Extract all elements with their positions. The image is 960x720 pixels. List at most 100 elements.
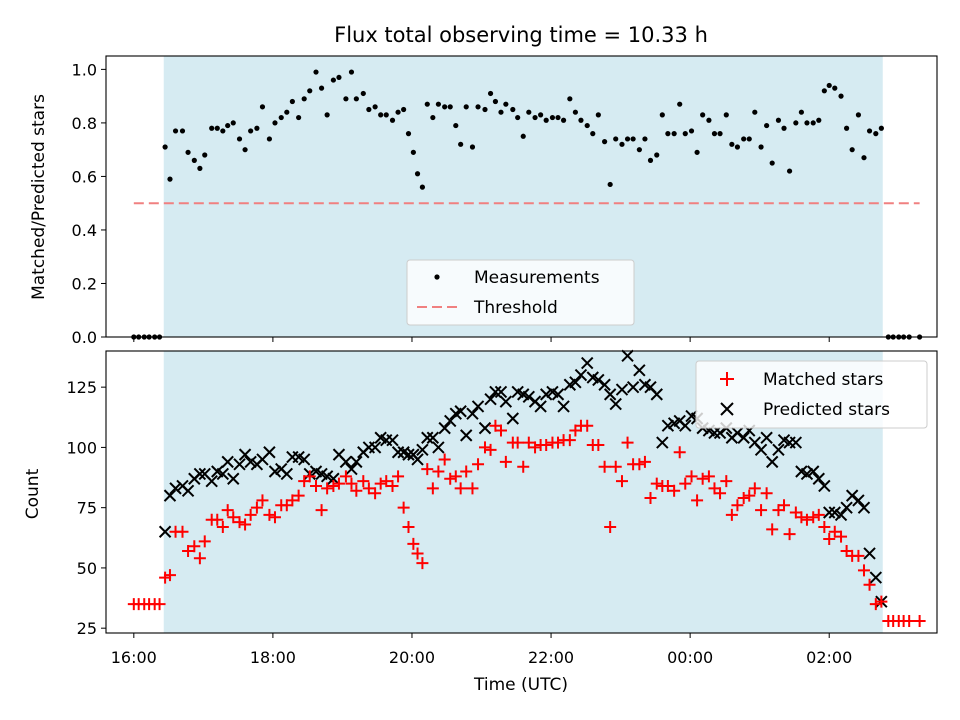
matched-star-point bbox=[650, 477, 663, 490]
matched-star-point bbox=[426, 482, 439, 495]
measurement-point bbox=[458, 141, 464, 147]
matched-legend-marker bbox=[720, 372, 734, 386]
measurement-point bbox=[526, 109, 532, 115]
measurement-point bbox=[659, 112, 665, 118]
measurement-point bbox=[498, 109, 504, 115]
matched-star-point bbox=[432, 465, 445, 478]
measurement-point bbox=[821, 88, 827, 94]
matched-star-point bbox=[380, 475, 393, 488]
predicted-star-point bbox=[812, 472, 825, 485]
predicted-star-point bbox=[857, 501, 871, 514]
predicted-star-point bbox=[466, 407, 479, 420]
matched-star-point bbox=[292, 489, 305, 502]
predicted-star-point bbox=[626, 380, 640, 394]
matched-star-point bbox=[327, 479, 340, 492]
top-ytick-label: 0.2 bbox=[72, 274, 97, 293]
predicted-star-point bbox=[592, 373, 605, 387]
measurement-point bbox=[492, 98, 499, 105]
measurement-point bbox=[324, 112, 330, 118]
predicted-star-point bbox=[386, 433, 399, 447]
measurement-point bbox=[366, 106, 372, 113]
measurement-point bbox=[469, 144, 476, 150]
legend-matched-stars: Matched stars bbox=[763, 370, 883, 390]
measurement-point bbox=[793, 120, 799, 126]
predicted-star-point bbox=[834, 508, 848, 522]
measurement-point bbox=[711, 131, 718, 137]
bottom-xtick-label: 00:00 bbox=[667, 648, 713, 667]
predicted-star-point bbox=[489, 385, 502, 399]
matched-star-point bbox=[402, 520, 415, 533]
measurement-point bbox=[849, 147, 855, 153]
matched-star-point bbox=[638, 455, 651, 468]
matched-star-point bbox=[679, 477, 692, 490]
matched-star-point bbox=[416, 557, 429, 570]
measurement-point bbox=[353, 96, 359, 102]
matched-star-point bbox=[828, 525, 841, 538]
measurement-point bbox=[162, 144, 168, 150]
measurement-point bbox=[595, 112, 601, 118]
measurement-point bbox=[671, 131, 677, 137]
matched-star-point bbox=[362, 482, 375, 495]
measurement-point bbox=[855, 112, 862, 118]
top-x-axis bbox=[133, 337, 830, 342]
bottom-legend-box bbox=[695, 360, 928, 429]
matched-star-point bbox=[239, 518, 252, 531]
matched-star-point bbox=[673, 446, 686, 459]
predicted-star-point bbox=[181, 484, 195, 498]
measurements-legend-marker bbox=[434, 274, 440, 280]
bottom-ytick-label: 25 bbox=[77, 619, 97, 638]
matched-star-point bbox=[407, 537, 420, 550]
measurement-point bbox=[677, 101, 683, 107]
measurement-point bbox=[873, 131, 879, 137]
matched-star-point bbox=[743, 489, 756, 502]
measurement-point bbox=[453, 122, 459, 129]
measurement-point bbox=[214, 125, 220, 131]
matched-star-point bbox=[411, 547, 424, 560]
matched-star-point bbox=[615, 475, 628, 488]
measurement-point bbox=[769, 160, 775, 166]
matched-star-point bbox=[511, 436, 524, 449]
matched-star-point bbox=[256, 494, 269, 507]
predicted-star-point bbox=[432, 441, 445, 454]
matched-star-point bbox=[800, 513, 813, 526]
matched-star-point bbox=[522, 436, 535, 449]
matched-star-point bbox=[685, 470, 698, 483]
predicted-star-point bbox=[840, 501, 853, 514]
measurement-point bbox=[330, 77, 336, 83]
matched-star-point bbox=[233, 516, 246, 529]
predicted-star-point bbox=[807, 465, 820, 478]
measurement-point bbox=[572, 109, 578, 115]
matched-star-point bbox=[869, 598, 882, 611]
predicted-star-point bbox=[581, 356, 594, 370]
predicted-star-point bbox=[499, 395, 513, 408]
matched-star-point bbox=[386, 479, 399, 492]
matched-star-point bbox=[494, 424, 507, 437]
measurement-point bbox=[567, 96, 573, 102]
measurement-point bbox=[336, 74, 342, 81]
matched-star-point bbox=[529, 441, 542, 454]
predicted-star-point bbox=[569, 376, 582, 389]
measurement-point bbox=[410, 149, 416, 155]
bottom-xtick-label: 16:00 bbox=[111, 648, 157, 667]
matched-star-point bbox=[644, 492, 657, 505]
predicted-star-point bbox=[754, 443, 768, 457]
measurement-point bbox=[343, 96, 349, 102]
matched-star-point bbox=[484, 443, 497, 456]
measurement-point bbox=[348, 69, 355, 75]
top-panel: 0.0 0.2 0.4 0.6 0.8 1.0 Flux total observing … bbox=[29, 23, 938, 347]
matched-star-point bbox=[332, 477, 345, 490]
top-ytick-label: 0.0 bbox=[72, 328, 97, 347]
matched-stars-points bbox=[127, 419, 926, 627]
matched-star-point bbox=[286, 494, 299, 507]
matched-star-point bbox=[153, 598, 166, 611]
top-axes-frame bbox=[105, 55, 938, 338]
measurement-point bbox=[613, 136, 619, 142]
measurement-point bbox=[185, 149, 191, 155]
measurement-point bbox=[861, 155, 867, 161]
legend-predicted-stars: Predicted stars bbox=[763, 400, 890, 420]
measurement-point bbox=[225, 122, 231, 129]
matched-star-point bbox=[691, 494, 704, 507]
predicted-star-point bbox=[345, 462, 358, 476]
matched-star-point bbox=[731, 499, 744, 512]
top-ytick-label: 1.0 bbox=[72, 60, 97, 79]
